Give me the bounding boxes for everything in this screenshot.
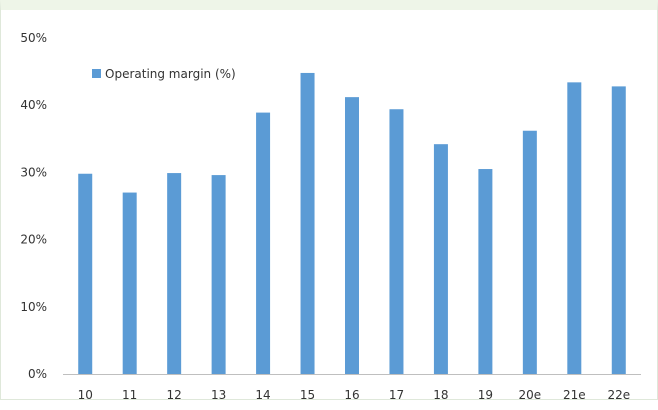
bar-13	[211, 175, 226, 374]
x-tick-label: 12	[167, 388, 182, 402]
bar-17	[389, 109, 404, 375]
x-tick-label: 11	[122, 388, 137, 402]
x-tick-label: 15	[300, 388, 315, 402]
x-tick-label: 10	[78, 388, 93, 402]
x-tick-label: 18	[433, 388, 448, 402]
y-axis-ticks: 0% 10% 20% 30% 40% 50%	[20, 31, 47, 381]
legend: Operating margin (%)	[92, 67, 236, 81]
x-tick-label: 16	[344, 388, 359, 402]
x-tick-label: 22e	[607, 388, 630, 402]
bar-16	[345, 97, 359, 375]
legend-swatch	[92, 69, 101, 78]
x-tick-label: 20e	[519, 388, 542, 402]
bars-group	[78, 72, 626, 375]
x-tick-label: 14	[255, 388, 270, 402]
y-tick-label: 10%	[20, 300, 47, 314]
y-tick-label: 30%	[20, 165, 47, 179]
x-tick-label: 19	[478, 388, 493, 402]
bar-11	[122, 192, 137, 374]
y-tick-label: 40%	[20, 98, 47, 112]
bar-15	[300, 72, 315, 374]
bar-22e	[611, 86, 626, 374]
chart-svg: 0% 10% 20% 30% 40% 50% 10 11 12 13 14 15 16 17 18 19 20…	[20, 31, 641, 402]
bar-14	[256, 112, 271, 374]
bar-20e	[522, 130, 537, 374]
bar-19	[478, 169, 493, 374]
y-tick-label: 20%	[20, 233, 47, 247]
y-tick-label: 0%	[28, 367, 47, 381]
x-axis-ticks: 10 11 12 13 14 15 16 17 18 19 20e 21e 22e	[78, 388, 631, 402]
bar-12	[167, 173, 182, 374]
bar-21e	[567, 82, 582, 375]
y-tick-label: 50%	[20, 31, 47, 45]
bar-18	[433, 144, 448, 374]
bar-10	[78, 173, 93, 374]
x-tick-label: 21e	[563, 388, 586, 402]
x-tick-label: 13	[211, 388, 226, 402]
x-tick-label: 17	[389, 388, 404, 402]
legend-label: Operating margin (%)	[105, 67, 236, 81]
